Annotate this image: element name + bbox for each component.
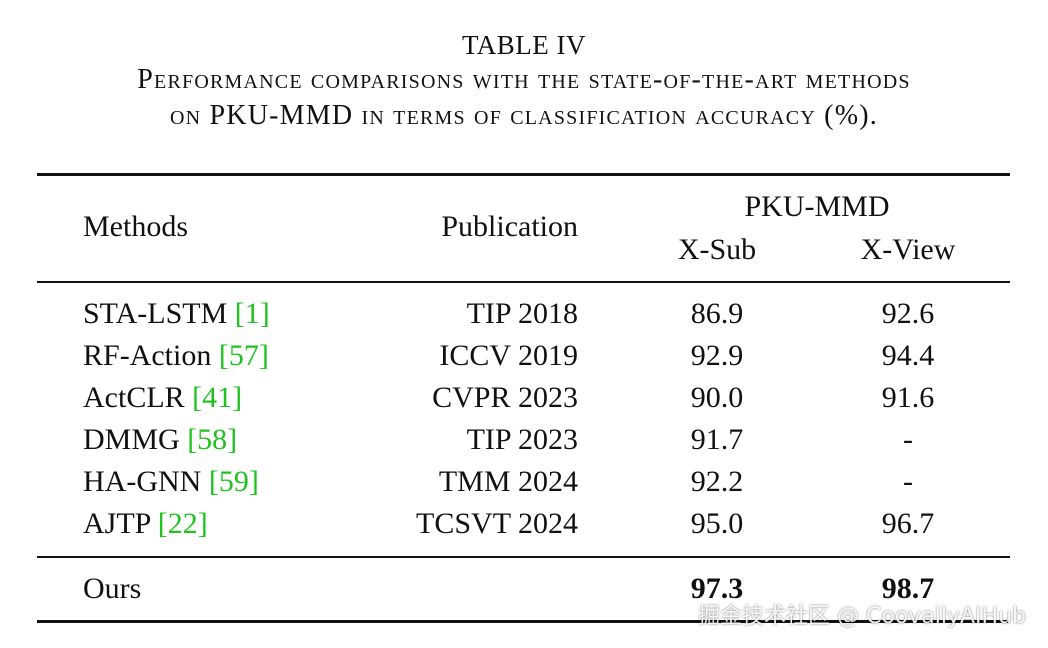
publication-cell: CVPR 2023 xyxy=(432,381,578,414)
method-cell: STA-LSTM [1] xyxy=(83,299,270,329)
header-dataset: PKU-MMD xyxy=(744,190,890,223)
x-view-cell: 92.6 xyxy=(881,297,935,330)
method-name: RF-Action xyxy=(83,339,212,372)
method-name: DMMG xyxy=(83,423,180,456)
caption-line: on PKU-MMD in terms of classification ac… xyxy=(170,100,878,131)
mid-rule xyxy=(37,556,1010,558)
publication-cell: TIP 2023 xyxy=(466,423,578,456)
header-column: X-View xyxy=(860,233,956,266)
publication-cell: TCSVT 2024 xyxy=(416,507,578,540)
x-sub-cell: 91.7 xyxy=(690,423,744,456)
method-cell: ActCLR [41] xyxy=(83,383,242,413)
x-sub-cell: 92.9 xyxy=(690,339,744,372)
citation: [1] xyxy=(234,297,270,330)
x-view-cell: 91.6 xyxy=(881,381,935,414)
method-cell: RF-Action [57] xyxy=(83,341,269,371)
top-rule xyxy=(37,173,1010,176)
header-rule xyxy=(37,281,1010,283)
x-view-cell: - xyxy=(903,465,913,498)
x-view-cell: - xyxy=(903,423,913,456)
x-sub-cell: 97.3 xyxy=(690,572,744,605)
header-column: X-Sub xyxy=(677,233,757,266)
method-name: ActCLR xyxy=(83,381,185,414)
citation: [59] xyxy=(208,465,259,498)
method-name: HA-GNN xyxy=(83,465,202,498)
x-sub-cell: 86.9 xyxy=(690,297,744,330)
x-view-cell: 98.7 xyxy=(881,572,935,605)
method-cell: AJTP [22] xyxy=(83,509,208,539)
publication-cell: TIP 2018 xyxy=(466,297,578,330)
table-title: TABLE IV xyxy=(461,30,587,60)
citation: [58] xyxy=(187,423,238,456)
method-name: STA-LSTM xyxy=(83,297,228,330)
x-view-cell: 96.7 xyxy=(881,507,935,540)
bottom-rule xyxy=(37,620,1010,623)
method-cell: Ours xyxy=(83,572,142,605)
header-publication: Publication xyxy=(441,210,578,243)
publication-cell: TMM 2024 xyxy=(438,465,578,498)
x-sub-cell: 90.0 xyxy=(690,381,744,414)
x-sub-cell: 92.2 xyxy=(690,465,744,498)
method-cell: HA-GNN [59] xyxy=(83,467,259,497)
x-sub-cell: 95.0 xyxy=(690,507,744,540)
x-view-cell: 94.4 xyxy=(881,339,935,372)
caption-line: Performance comparisons with the state-o… xyxy=(137,64,911,95)
citation: [41] xyxy=(192,381,243,414)
watermark: 掘金技术社区 @ CoovallyAIHub xyxy=(697,604,1026,629)
method-name: AJTP xyxy=(83,507,151,540)
method-cell: DMMG [58] xyxy=(83,425,237,455)
header-methods: Methods xyxy=(83,210,188,243)
citation: [57] xyxy=(218,339,269,372)
citation: [22] xyxy=(157,507,208,540)
publication-cell: ICCV 2019 xyxy=(439,339,578,372)
